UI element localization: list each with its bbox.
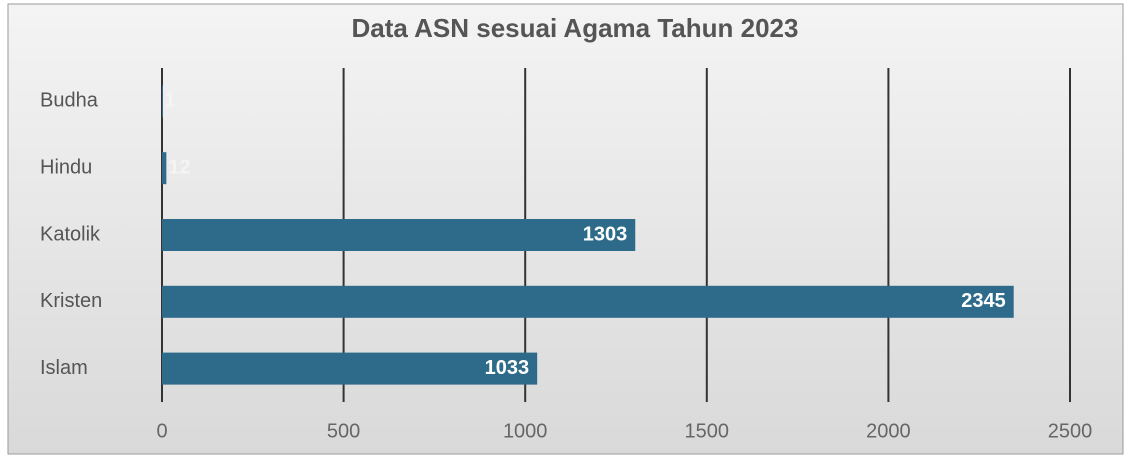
x-tick-label: 1000 bbox=[503, 420, 548, 442]
y-tick-label: Kristen bbox=[40, 290, 102, 312]
x-tick-label: 2000 bbox=[866, 420, 911, 442]
x-tick-label: 500 bbox=[327, 420, 360, 442]
data-label: 1 bbox=[164, 90, 175, 112]
data-label: 1303 bbox=[583, 223, 628, 245]
y-tick-label: Hindu bbox=[40, 156, 92, 178]
bar bbox=[162, 352, 538, 385]
data-label: 1033 bbox=[485, 357, 530, 379]
bar bbox=[162, 152, 167, 185]
x-tick-label: 0 bbox=[156, 420, 167, 442]
data-label: 12 bbox=[168, 156, 190, 178]
y-tick-label: Islam bbox=[40, 357, 88, 379]
chart-title: Data ASN sesuai Agama Tahun 2023 bbox=[352, 13, 799, 43]
bar bbox=[162, 285, 1014, 318]
y-tick-label: Katolik bbox=[40, 223, 101, 245]
bar bbox=[162, 219, 636, 251]
y-tick-label: Budha bbox=[40, 90, 99, 112]
x-tick-label: 1500 bbox=[685, 420, 730, 442]
x-tick-label: 2500 bbox=[1048, 420, 1093, 442]
data-label: 2345 bbox=[961, 290, 1006, 312]
bar bbox=[162, 85, 163, 118]
